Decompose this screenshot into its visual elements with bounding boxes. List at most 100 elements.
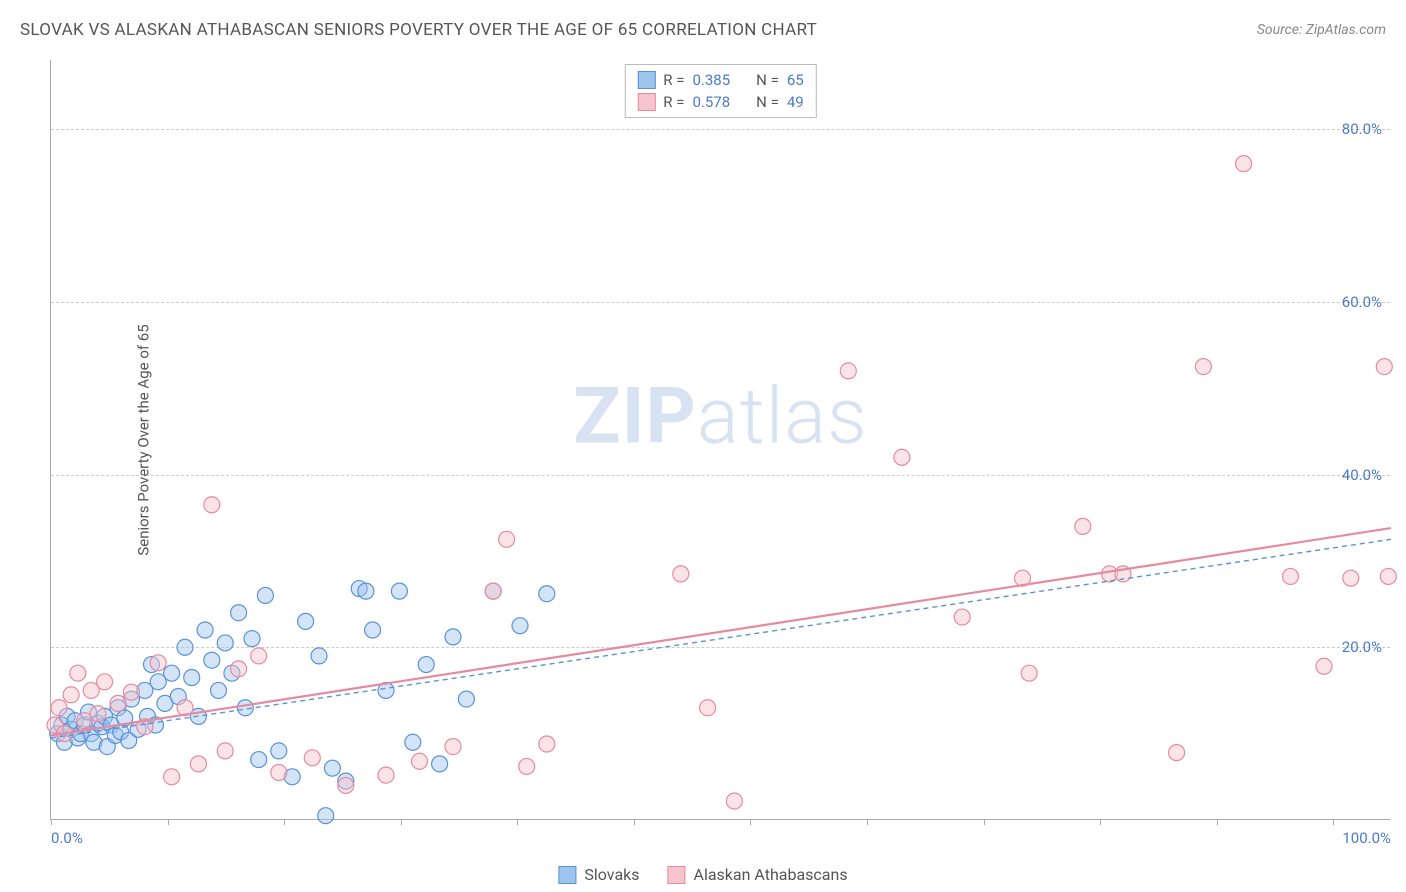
- legend-item-series1: Slovaks: [558, 865, 639, 884]
- data-point: [164, 769, 180, 785]
- data-point: [51, 700, 67, 716]
- stats-legend-box: R = 0.385 N = 65 R = 0.578 N = 49: [624, 64, 816, 118]
- chart-svg: [51, 60, 1390, 819]
- data-point: [445, 739, 461, 755]
- data-point: [1021, 665, 1037, 681]
- n-value-2: 49: [787, 93, 804, 111]
- data-point: [197, 622, 213, 638]
- x-tick-label-max: 100.0%: [1342, 829, 1391, 847]
- legend-swatch-series1: [558, 866, 576, 884]
- data-point: [217, 743, 233, 759]
- data-point: [90, 706, 106, 722]
- data-point: [954, 609, 970, 625]
- data-point: [405, 734, 421, 750]
- data-point: [1236, 156, 1252, 172]
- data-point: [110, 695, 126, 711]
- data-point: [894, 449, 910, 465]
- data-point: [204, 497, 220, 513]
- data-point: [499, 531, 515, 547]
- data-point: [251, 648, 267, 664]
- data-point: [1195, 359, 1211, 375]
- data-point: [1343, 570, 1359, 586]
- data-point: [365, 622, 381, 638]
- data-point: [391, 583, 407, 599]
- data-point: [231, 661, 247, 677]
- data-point: [1075, 518, 1091, 534]
- data-point: [512, 618, 528, 634]
- data-point: [257, 587, 273, 603]
- title-bar: SLOVAK VS ALASKAN ATHABASCAN SENIORS POV…: [20, 20, 1386, 40]
- x-tick-mark: [634, 819, 635, 825]
- x-tick-mark: [401, 819, 402, 825]
- data-point: [231, 605, 247, 621]
- r-label-1: R =: [663, 71, 684, 89]
- chart-title: SLOVAK VS ALASKAN ATHABASCAN SENIORS POV…: [20, 20, 817, 40]
- x-tick-mark: [750, 819, 751, 825]
- x-tick-mark: [984, 819, 985, 825]
- data-point: [1283, 568, 1299, 584]
- n-value-1: 65: [787, 71, 804, 89]
- x-tick-mark: [168, 819, 169, 825]
- source-attribution: Source: ZipAtlas.com: [1257, 22, 1386, 38]
- data-point: [244, 631, 260, 647]
- data-point: [418, 657, 434, 673]
- data-point: [700, 700, 716, 716]
- data-point: [458, 691, 474, 707]
- data-point: [324, 760, 340, 776]
- r-value-1: 0.385: [692, 71, 730, 89]
- legend-label-series2: Alaskan Athabascans: [694, 865, 848, 884]
- x-tick-mark: [1217, 819, 1218, 825]
- data-point: [1169, 745, 1185, 761]
- data-point: [1380, 568, 1396, 584]
- chart-container: SLOVAK VS ALASKAN ATHABASCAN SENIORS POV…: [0, 0, 1406, 892]
- x-tick-label-min: 0.0%: [51, 829, 83, 847]
- data-point: [164, 665, 180, 681]
- data-point: [123, 684, 139, 700]
- data-point: [318, 808, 334, 824]
- x-tick-mark: [284, 819, 285, 825]
- data-point: [97, 674, 113, 690]
- y-axis-label-wrap: Seniors Poverty Over the Age of 65: [28, 60, 48, 820]
- x-tick-mark: [1100, 819, 1101, 825]
- data-point: [271, 765, 287, 781]
- x-tick-mark: [51, 819, 52, 825]
- swatch-series2: [637, 93, 655, 111]
- data-point: [673, 566, 689, 582]
- data-point: [177, 639, 193, 655]
- data-point: [1376, 359, 1392, 375]
- data-point: [63, 687, 79, 703]
- data-point: [70, 665, 86, 681]
- stats-row-series2: R = 0.578 N = 49: [637, 91, 803, 113]
- r-label-2: R =: [663, 93, 684, 111]
- data-point: [190, 756, 206, 772]
- bottom-legend: Slovaks Alaskan Athabascans: [558, 865, 847, 884]
- data-point: [217, 635, 233, 651]
- stats-row-series1: R = 0.385 N = 65: [637, 69, 803, 91]
- x-tick-mark: [517, 819, 518, 825]
- source-prefix: Source:: [1257, 22, 1306, 38]
- data-point: [840, 363, 856, 379]
- data-point: [311, 648, 327, 664]
- data-point: [304, 750, 320, 766]
- r-value-2: 0.578: [692, 93, 730, 111]
- x-tick-mark: [1333, 819, 1334, 825]
- data-point: [150, 655, 166, 671]
- n-label-2: N =: [756, 93, 779, 111]
- data-point: [1316, 658, 1332, 674]
- swatch-series1: [637, 71, 655, 89]
- data-point: [539, 736, 555, 752]
- data-point: [485, 583, 501, 599]
- data-point: [184, 670, 200, 686]
- data-point: [378, 767, 394, 783]
- source-name: ZipAtlas.com: [1306, 22, 1386, 38]
- legend-swatch-series2: [668, 866, 686, 884]
- data-point: [539, 586, 555, 602]
- x-tick-mark: [867, 819, 868, 825]
- data-point: [358, 583, 374, 599]
- data-point: [338, 777, 354, 793]
- data-point: [519, 758, 535, 774]
- data-point: [271, 743, 287, 759]
- legend-item-series2: Alaskan Athabascans: [668, 865, 848, 884]
- plot-area: ZIPatlas 20.0%40.0%60.0%80.0% R = 0.385 …: [50, 60, 1390, 820]
- n-label-1: N =: [756, 71, 779, 89]
